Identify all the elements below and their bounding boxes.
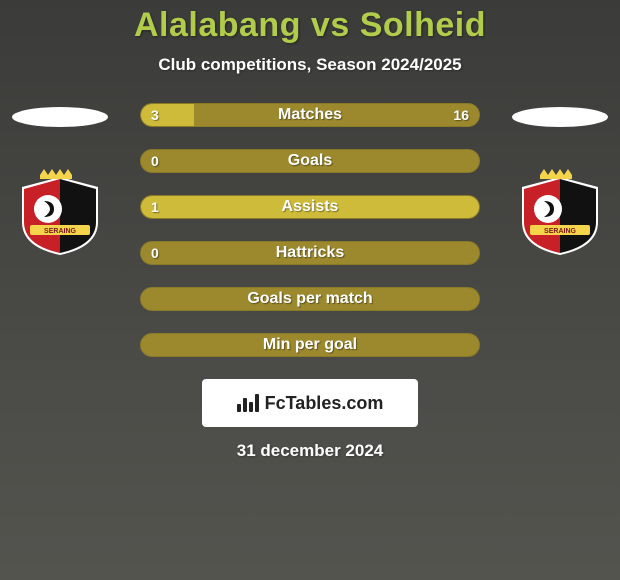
title-player-right: Solheid <box>360 6 486 44</box>
stat-label: Matches <box>141 104 479 126</box>
right-team-crest: SERAING <box>510 167 610 257</box>
title-vs: vs <box>311 6 350 44</box>
stat-bar: Min per goal <box>140 333 480 357</box>
crest-right-icon: SERAING <box>510 167 610 257</box>
stat-bar: 1Assists <box>140 195 480 219</box>
subtitle: Club competitions, Season 2024/2025 <box>158 55 461 75</box>
svg-text:SERAING: SERAING <box>44 228 76 235</box>
stat-label: Min per goal <box>141 334 479 356</box>
stat-bars: 316Matches 0Goals 1Assists 0Hattricks Goals … <box>120 103 500 357</box>
stat-label: Goals per match <box>141 288 479 310</box>
stat-bar: Goals per match <box>140 287 480 311</box>
stat-label: Hattricks <box>141 242 479 264</box>
comparison-region: SERAING 316Matches 0Goals 1Assists 0Hattric… <box>0 103 620 357</box>
stat-label: Assists <box>141 196 479 218</box>
stat-bar: 0Goals <box>140 149 480 173</box>
stat-bar: 316Matches <box>140 103 480 127</box>
stat-label: Goals <box>141 150 479 172</box>
right-player-placeholder <box>512 107 608 127</box>
brand-text: FcTables.com <box>265 393 384 414</box>
page-title: Alalabang vs Solheid <box>134 6 486 45</box>
brand-bars-icon <box>237 394 259 412</box>
crest-left-icon: SERAING <box>10 167 110 257</box>
brand-badge: FcTables.com <box>202 379 418 427</box>
stat-bar: 0Hattricks <box>140 241 480 265</box>
left-player-placeholder <box>12 107 108 127</box>
svg-text:SERAING: SERAING <box>544 228 576 235</box>
left-player-column: SERAING <box>0 103 120 257</box>
date-line: 31 december 2024 <box>237 441 384 461</box>
right-player-column: SERAING <box>500 103 620 257</box>
title-player-left: Alalabang <box>134 6 301 44</box>
left-team-crest: SERAING <box>10 167 110 257</box>
